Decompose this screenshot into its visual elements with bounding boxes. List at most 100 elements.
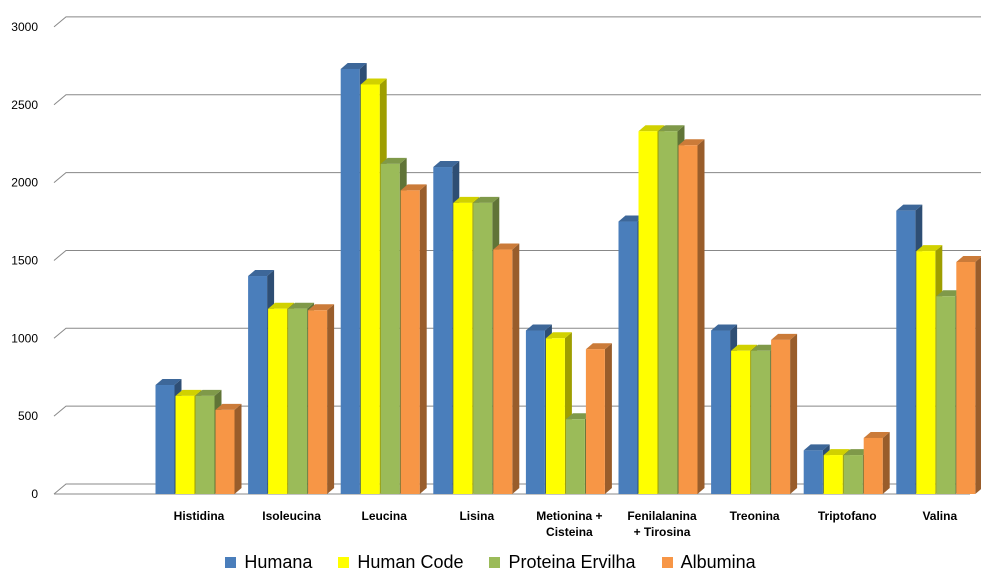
gridline	[53, 16, 981, 28]
bar-side	[790, 333, 798, 494]
bar-front	[771, 339, 791, 494]
legend-label: Albumina	[680, 552, 756, 572]
bar-top	[545, 332, 572, 339]
bar-front	[751, 350, 771, 494]
bar	[678, 139, 705, 494]
bar-top	[936, 290, 963, 297]
bar-front	[268, 308, 288, 494]
bar-front	[565, 419, 585, 494]
legend-item: Albumina	[661, 552, 756, 573]
bar-front	[433, 167, 453, 494]
bar-top	[400, 184, 427, 191]
bar-side	[604, 343, 612, 494]
bar-front	[380, 163, 400, 494]
legend-item: Humana	[225, 552, 312, 573]
bar	[400, 184, 427, 494]
bar	[771, 333, 798, 494]
bar-top	[195, 389, 222, 396]
bar-top	[175, 389, 202, 396]
bar-top	[711, 324, 738, 331]
bar-top	[360, 78, 387, 85]
bar-top	[473, 196, 500, 203]
bar-front	[473, 202, 493, 494]
legend-label: Human Code	[357, 552, 464, 572]
bar-top	[380, 157, 407, 164]
y-axis-ticks: 0 500 1000 1500 2000 2500 3000	[11, 20, 38, 501]
x-tick-label: Lisina	[459, 509, 494, 523]
bar-front	[215, 409, 235, 494]
bar-side	[419, 184, 427, 494]
bar-front	[956, 262, 976, 494]
legend-swatch	[338, 557, 350, 568]
y-tick-label: 500	[18, 409, 38, 423]
bar-side	[882, 431, 890, 494]
bar-side	[327, 304, 335, 494]
bar-front	[360, 84, 380, 494]
x-tick-label: Metionina +	[536, 509, 602, 523]
bar-top	[803, 444, 830, 451]
bar	[863, 431, 890, 494]
bar-top	[618, 215, 645, 222]
bar	[956, 256, 981, 494]
bar-top	[731, 344, 758, 351]
bars	[155, 62, 981, 495]
bar-side	[234, 403, 242, 494]
bar-front	[843, 455, 863, 494]
bar-front	[400, 190, 420, 494]
bar-top	[896, 204, 923, 211]
bar	[585, 343, 612, 494]
bar-top	[453, 196, 480, 203]
bar-top	[658, 125, 685, 132]
bar-front	[493, 249, 513, 494]
bar-front	[896, 210, 916, 494]
bar-front	[525, 330, 545, 494]
x-tick-label: Isoleucina	[262, 509, 321, 523]
y-tick-label: 3000	[11, 20, 38, 34]
bar-top	[771, 333, 798, 340]
bar-front	[288, 308, 308, 494]
bar-front	[731, 350, 751, 494]
bar-top	[525, 324, 552, 331]
legend-item: Human Code	[338, 552, 463, 573]
legend: Humana Human Code Proteina Ervilha Albumina	[0, 552, 981, 573]
gridline	[53, 94, 981, 106]
bar-front	[823, 455, 843, 494]
x-tick-label: Cisteina	[546, 525, 593, 539]
bar-front	[678, 145, 698, 494]
bar-top	[493, 243, 520, 250]
bar-top	[433, 161, 460, 168]
bar-top	[585, 343, 612, 350]
bar-front	[638, 131, 658, 494]
bar-front	[863, 437, 883, 494]
bar-front	[453, 202, 473, 494]
y-tick-label: 2000	[11, 176, 38, 190]
x-tick-label: Triptofano	[818, 509, 877, 523]
legend-item: Proteina Ervilha	[489, 552, 636, 573]
bar-top	[268, 302, 295, 309]
bar-top	[215, 403, 242, 410]
bar-top	[288, 302, 315, 309]
x-axis-labels: Histidina Isoleucina Leucina Lisina Metionin…	[174, 509, 958, 539]
bar-front	[585, 349, 605, 494]
bar-top	[155, 379, 182, 386]
bar-top	[308, 304, 335, 311]
bar-front	[308, 310, 328, 494]
y-tick-label: 2500	[11, 98, 38, 112]
bar-top	[565, 413, 592, 420]
y-tick-label: 1500	[11, 253, 38, 267]
x-tick-label: Histidina	[174, 509, 225, 523]
gridline	[53, 172, 981, 183]
bar-front	[195, 395, 215, 494]
x-tick-label: + Tirosina	[634, 525, 691, 539]
bar-side	[512, 243, 520, 494]
x-tick-label: Fenilalanina	[627, 509, 697, 523]
bar-front	[155, 385, 175, 494]
bar-top	[916, 245, 943, 252]
bar-side	[697, 139, 705, 494]
bar	[493, 243, 520, 494]
legend-swatch	[225, 557, 237, 568]
bar-front	[340, 68, 360, 495]
bar-chart: 0 500 1000 1500 2000 2500 3000 Histidina Isoleu…	[11, 16, 981, 539]
y-tick-label: 1000	[11, 331, 38, 345]
bar-front	[175, 395, 195, 494]
